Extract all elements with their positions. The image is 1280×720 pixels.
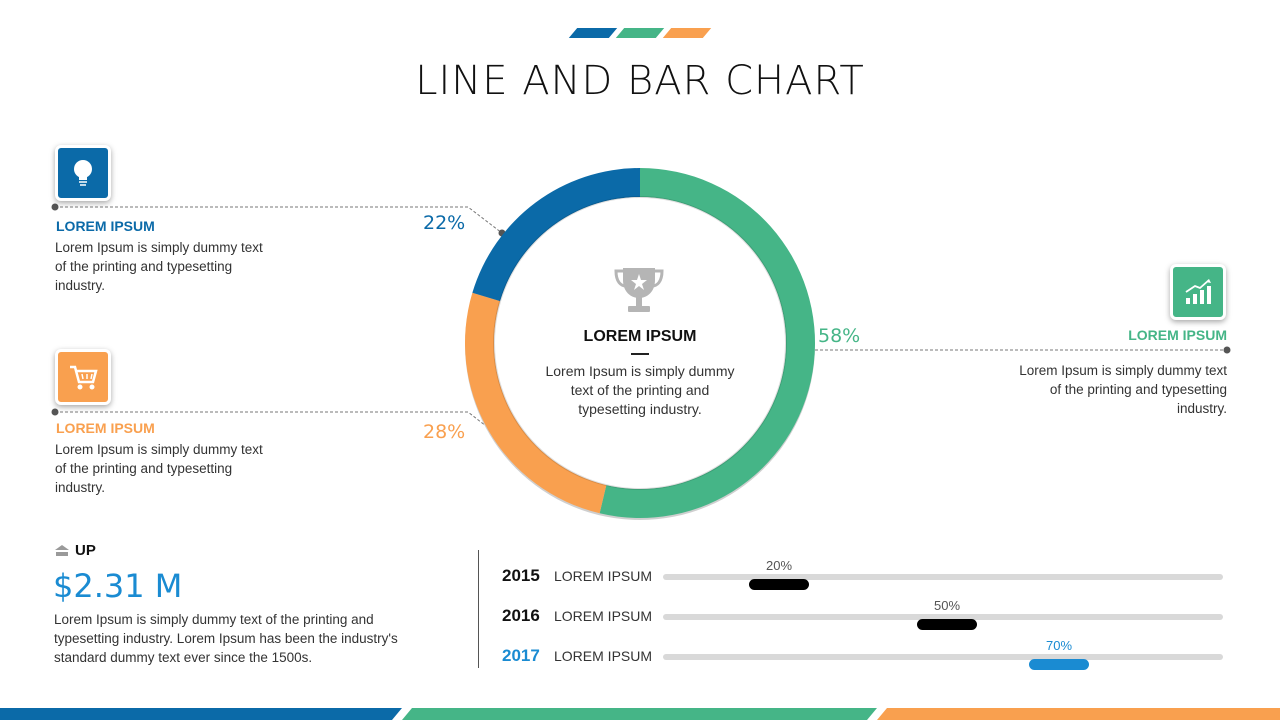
center-description: Lorem Ipsum is simply dummy text of the …: [545, 363, 735, 417]
right-item-heading: LOREM IPSUM: [1128, 327, 1227, 343]
bank-icon: [54, 544, 70, 558]
stat-value: $2.31 M: [53, 567, 183, 605]
progress-track: 50%: [663, 598, 1223, 630]
progress-year: 2015: [502, 566, 540, 585]
progress-track: 70%: [663, 638, 1223, 670]
progress-label: LOREM IPSUM: [554, 608, 653, 624]
donut-center: [493, 196, 787, 490]
progress-marker: [749, 579, 809, 590]
progress-marker: [1029, 659, 1089, 670]
stat-label: UP: [75, 542, 96, 559]
shopping-cart-icon-box: [55, 349, 111, 405]
progress-marker: [917, 619, 977, 630]
stat-description: Lorem Ipsum is simply dummy text of the …: [54, 612, 398, 665]
percent-label-green: 58%: [818, 325, 861, 347]
progress-percent: 20%: [765, 558, 793, 573]
progress-percent: 50%: [933, 598, 961, 613]
left-item-2-heading: LOREM IPSUM: [56, 420, 155, 436]
center-heading: LOREM IPSUM: [583, 328, 697, 345]
trophy-icon: [613, 262, 665, 316]
growth-chart-icon-box: [1170, 264, 1226, 320]
lightbulb-icon: [74, 160, 92, 186]
progress-row: 2017 LOREM IPSUM 70%: [502, 638, 1223, 670]
shopping-cart-icon: [70, 365, 98, 390]
progress-label: LOREM IPSUM: [554, 648, 653, 664]
growth-chart-icon: [1185, 279, 1211, 304]
progress-year: 2017: [502, 646, 540, 665]
left-item-1-heading: LOREM IPSUM: [56, 218, 155, 234]
donut-slice: [464, 292, 607, 514]
right-item-description: Lorem Ipsum is simply dummy text of the …: [1019, 363, 1227, 416]
bottom-accent-bar: [0, 708, 1280, 720]
progress-track: 20%: [663, 558, 1223, 590]
left-item-1-description: Lorem Ipsum is simply dummy text of the …: [55, 240, 263, 293]
percent-label-orange: 28%: [423, 421, 466, 443]
percent-label-blue: 22%: [423, 212, 466, 234]
donut-slice: [472, 168, 640, 302]
progress-percent: 70%: [1045, 638, 1073, 653]
progress-label: LOREM IPSUM: [554, 568, 653, 584]
progress-year: 2016: [502, 606, 540, 625]
page-title: LINE AND BAR CHART: [415, 58, 865, 104]
vertical-divider: [478, 550, 479, 668]
donut-slice: [599, 168, 815, 518]
donut-chart: [464, 168, 815, 520]
left-item-2-description: Lorem Ipsum is simply dummy text of the …: [55, 442, 263, 495]
progress-row: 2015 LOREM IPSUM 20%: [502, 558, 1223, 590]
lightbulb-icon-box: [55, 145, 111, 201]
progress-row: 2016 LOREM IPSUM 50%: [502, 598, 1223, 630]
center-divider: [631, 353, 649, 355]
